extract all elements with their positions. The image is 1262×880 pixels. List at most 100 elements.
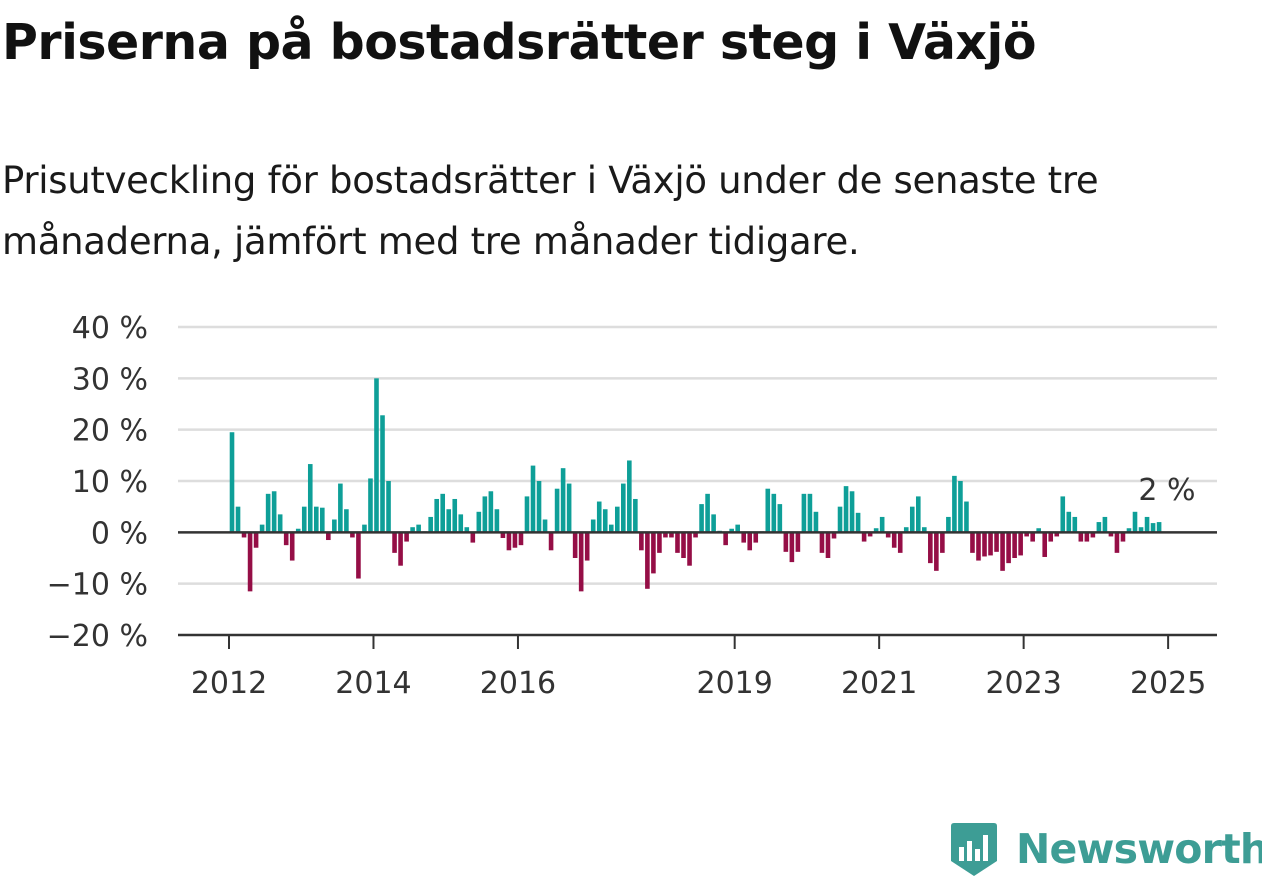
bar bbox=[940, 532, 945, 553]
brand-name: Newsworthy bbox=[1016, 825, 1262, 873]
bar bbox=[289, 532, 295, 561]
bar bbox=[663, 532, 668, 538]
bar bbox=[1150, 523, 1156, 533]
bar bbox=[470, 532, 476, 543]
bar bbox=[1138, 527, 1144, 533]
bar bbox=[675, 532, 680, 553]
bar bbox=[452, 498, 458, 533]
bar bbox=[777, 504, 783, 533]
bar bbox=[964, 501, 969, 533]
gridlines bbox=[178, 325, 1217, 585]
bar bbox=[657, 532, 662, 553]
bar bbox=[958, 481, 963, 533]
bar bbox=[271, 491, 277, 533]
y-tick-label: 40 % bbox=[72, 311, 148, 346]
bar bbox=[909, 506, 915, 533]
bar bbox=[994, 532, 999, 552]
bar bbox=[482, 496, 488, 533]
bar bbox=[512, 532, 518, 548]
bar bbox=[506, 532, 512, 551]
bar bbox=[687, 532, 692, 566]
bar bbox=[332, 519, 337, 533]
y-tick-label: −20 % bbox=[47, 619, 148, 654]
bar bbox=[524, 496, 530, 533]
bar bbox=[753, 532, 759, 543]
bar bbox=[1072, 516, 1078, 533]
bar bbox=[608, 524, 614, 533]
bar bbox=[398, 532, 403, 566]
bar bbox=[578, 532, 584, 592]
bar bbox=[934, 532, 939, 571]
x-tick-label: 2025 bbox=[1130, 666, 1206, 701]
bar bbox=[614, 506, 620, 533]
bar bbox=[313, 506, 319, 533]
bar bbox=[404, 532, 409, 542]
bar bbox=[542, 519, 548, 533]
bar bbox=[440, 493, 446, 533]
y-tick-label: 10 % bbox=[72, 465, 148, 500]
bar bbox=[320, 507, 325, 533]
x-tick-label: 2016 bbox=[480, 666, 556, 701]
bar bbox=[277, 514, 283, 533]
x-tick-label: 2019 bbox=[697, 666, 773, 701]
bar bbox=[602, 509, 608, 533]
bar bbox=[747, 532, 753, 551]
bar bbox=[1090, 532, 1096, 538]
bar bbox=[645, 532, 650, 589]
bar bbox=[891, 532, 897, 548]
x-tick-label: 2012 bbox=[191, 666, 267, 701]
bar bbox=[1060, 496, 1066, 533]
bar bbox=[572, 532, 578, 558]
axes bbox=[178, 531, 1217, 649]
bar bbox=[446, 509, 452, 533]
x-tick-label: 2023 bbox=[985, 666, 1061, 701]
bar bbox=[915, 496, 921, 533]
bar bbox=[518, 532, 524, 546]
bar bbox=[392, 532, 397, 553]
bar bbox=[873, 528, 879, 533]
bar bbox=[494, 509, 500, 533]
bar bbox=[362, 524, 367, 533]
bar bbox=[867, 532, 873, 537]
bar bbox=[488, 491, 494, 533]
bar bbox=[897, 532, 903, 553]
bar bbox=[283, 532, 289, 546]
bar bbox=[1042, 532, 1048, 557]
y-tick-label: 20 % bbox=[72, 414, 148, 449]
bar bbox=[253, 532, 259, 548]
newsworthy-logo: Newsworthy bbox=[950, 818, 1262, 880]
bar bbox=[885, 532, 891, 538]
bar bbox=[1144, 516, 1150, 533]
y-tick-label: 0 % bbox=[91, 516, 148, 551]
bar bbox=[560, 468, 566, 533]
bar bbox=[711, 514, 716, 533]
bar bbox=[729, 528, 734, 533]
bar bbox=[741, 532, 747, 543]
bar bbox=[771, 493, 777, 533]
bar bbox=[1156, 522, 1162, 533]
bar bbox=[1012, 532, 1017, 558]
bar bbox=[1120, 532, 1126, 542]
bar bbox=[344, 509, 349, 533]
bar bbox=[536, 481, 542, 533]
bar bbox=[837, 506, 843, 533]
bar bbox=[976, 532, 981, 561]
bar bbox=[621, 483, 626, 533]
bar bbox=[476, 511, 482, 533]
bar bbox=[307, 464, 313, 533]
bar bbox=[988, 532, 993, 556]
bar bbox=[584, 532, 590, 561]
bar bbox=[705, 493, 710, 533]
bar bbox=[301, 506, 307, 533]
bar bbox=[861, 532, 867, 542]
bar bbox=[356, 532, 361, 579]
bar bbox=[1054, 532, 1060, 537]
bar bbox=[982, 532, 987, 557]
latest-value-annotation: 2 % bbox=[1138, 473, 1195, 508]
bar bbox=[783, 532, 789, 552]
bar bbox=[795, 532, 801, 552]
bar bbox=[596, 501, 602, 533]
x-axis-labels: 2012 2014 2016 2019 2021 2023 2025 bbox=[191, 666, 1206, 701]
bar bbox=[681, 532, 686, 558]
